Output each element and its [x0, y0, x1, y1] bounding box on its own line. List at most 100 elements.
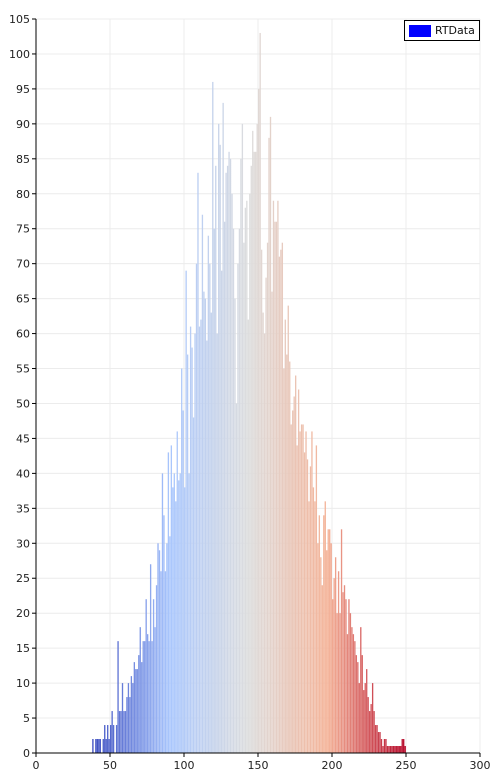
histogram-bar	[397, 746, 399, 753]
legend-swatch	[409, 24, 431, 37]
histogram-bar	[296, 445, 298, 753]
histogram-bar	[305, 431, 307, 753]
histogram-bar	[212, 81, 214, 753]
histogram-bar	[283, 368, 285, 753]
histogram-bar	[108, 739, 110, 753]
histogram-bar	[403, 739, 405, 753]
histogram-bar	[320, 557, 322, 753]
histogram-bar	[136, 669, 138, 753]
tick-labels: 0 5 10 15 20 25 30 35 40 45 50 55 60 65 70 75 80 85 90 95 10…	[9, 13, 491, 772]
histogram-bar	[303, 452, 306, 753]
histogram-bar	[348, 599, 350, 753]
histogram-bar	[130, 676, 133, 753]
histogram-bar	[308, 501, 310, 753]
histogram-bar	[260, 249, 263, 753]
histogram-bar	[367, 697, 369, 753]
histogram-bar	[188, 473, 190, 753]
histogram-bar	[299, 431, 301, 753]
x-tick-label: 50	[103, 759, 117, 772]
legend-label: RTData	[435, 24, 475, 37]
histogram-bar	[115, 725, 118, 753]
histogram-bar	[118, 711, 121, 753]
histogram-bar	[157, 543, 159, 753]
y-tick-label: 65	[16, 293, 30, 306]
histogram-bar	[256, 123, 258, 754]
histogram-bar	[361, 655, 363, 753]
y-tick-label: 70	[16, 258, 30, 271]
histogram-bar	[173, 473, 175, 753]
histogram-bar	[266, 242, 269, 753]
histogram-bar	[172, 487, 174, 753]
histogram-bar	[345, 599, 347, 753]
histogram-bar	[284, 319, 286, 753]
histogram-bar	[262, 312, 264, 753]
histogram-bar	[376, 725, 378, 753]
histogram-bar	[231, 193, 233, 753]
histogram-bar	[252, 130, 254, 753]
histogram-bar	[123, 711, 125, 753]
histogram-bar	[142, 641, 144, 753]
histogram-bar	[133, 662, 136, 753]
histogram-bar	[383, 739, 386, 753]
histogram-bar	[228, 151, 230, 754]
y-tick-label: 40	[16, 467, 30, 480]
histogram-bar	[386, 746, 389, 753]
histogram-bar	[161, 473, 164, 753]
histogram-bar	[181, 368, 183, 753]
histogram-bar	[178, 480, 180, 753]
histogram-bar	[249, 193, 251, 753]
histogram-bar	[235, 403, 238, 753]
histogram-bar	[95, 739, 97, 753]
histogram-bar	[272, 200, 275, 753]
histogram-bar	[198, 326, 201, 753]
histogram-bar	[379, 732, 381, 753]
histogram-bar	[176, 431, 178, 753]
y-tick-label: 5	[23, 712, 30, 725]
y-tick-label: 30	[16, 537, 30, 550]
histogram-bar	[329, 529, 331, 753]
histogram-bar	[98, 739, 100, 753]
y-tick-label: 10	[16, 677, 30, 690]
y-tick-label: 85	[16, 153, 30, 166]
histogram-bar	[392, 746, 395, 753]
histogram-bar	[191, 347, 193, 753]
histogram-bar	[401, 739, 403, 753]
histogram-bar	[358, 683, 360, 753]
histogram-bar	[388, 746, 390, 753]
histogram-bar	[309, 466, 312, 753]
histogram-bar	[293, 396, 295, 753]
histogram-bar	[124, 711, 127, 753]
y-tick-label: 35	[16, 502, 30, 515]
histogram-bar	[280, 249, 282, 753]
legend: RTData	[404, 20, 480, 41]
histogram-bar	[120, 711, 122, 753]
histogram-bar	[166, 543, 168, 753]
histogram-bar	[192, 417, 195, 753]
histogram-bar	[391, 746, 393, 753]
histogram-bar	[121, 683, 124, 753]
histogram-bar	[110, 725, 112, 753]
histogram-bar	[318, 515, 321, 753]
histogram-bar	[327, 529, 329, 753]
histogram-bar	[237, 263, 239, 753]
histogram-bar	[129, 697, 131, 753]
histogram-bar	[221, 270, 223, 753]
histogram-bar	[170, 445, 173, 753]
histogram-bar	[352, 634, 355, 753]
histogram-bar	[278, 256, 281, 753]
histogram-bar	[138, 655, 140, 753]
histogram-bar	[311, 431, 313, 753]
histogram-bar	[333, 578, 335, 753]
histogram-bar	[336, 613, 338, 753]
histogram-bar	[258, 88, 260, 753]
histogram-bar	[265, 277, 267, 753]
histogram-bar	[141, 662, 143, 753]
histogram-bar	[290, 424, 292, 753]
histogram-bar	[201, 214, 204, 753]
histogram-bar	[222, 102, 224, 753]
histogram-bar	[289, 361, 291, 753]
histogram-bar	[342, 592, 344, 753]
x-tick-label: 250	[396, 759, 417, 772]
histogram-bar	[223, 221, 226, 753]
histogram-bar	[225, 172, 227, 754]
